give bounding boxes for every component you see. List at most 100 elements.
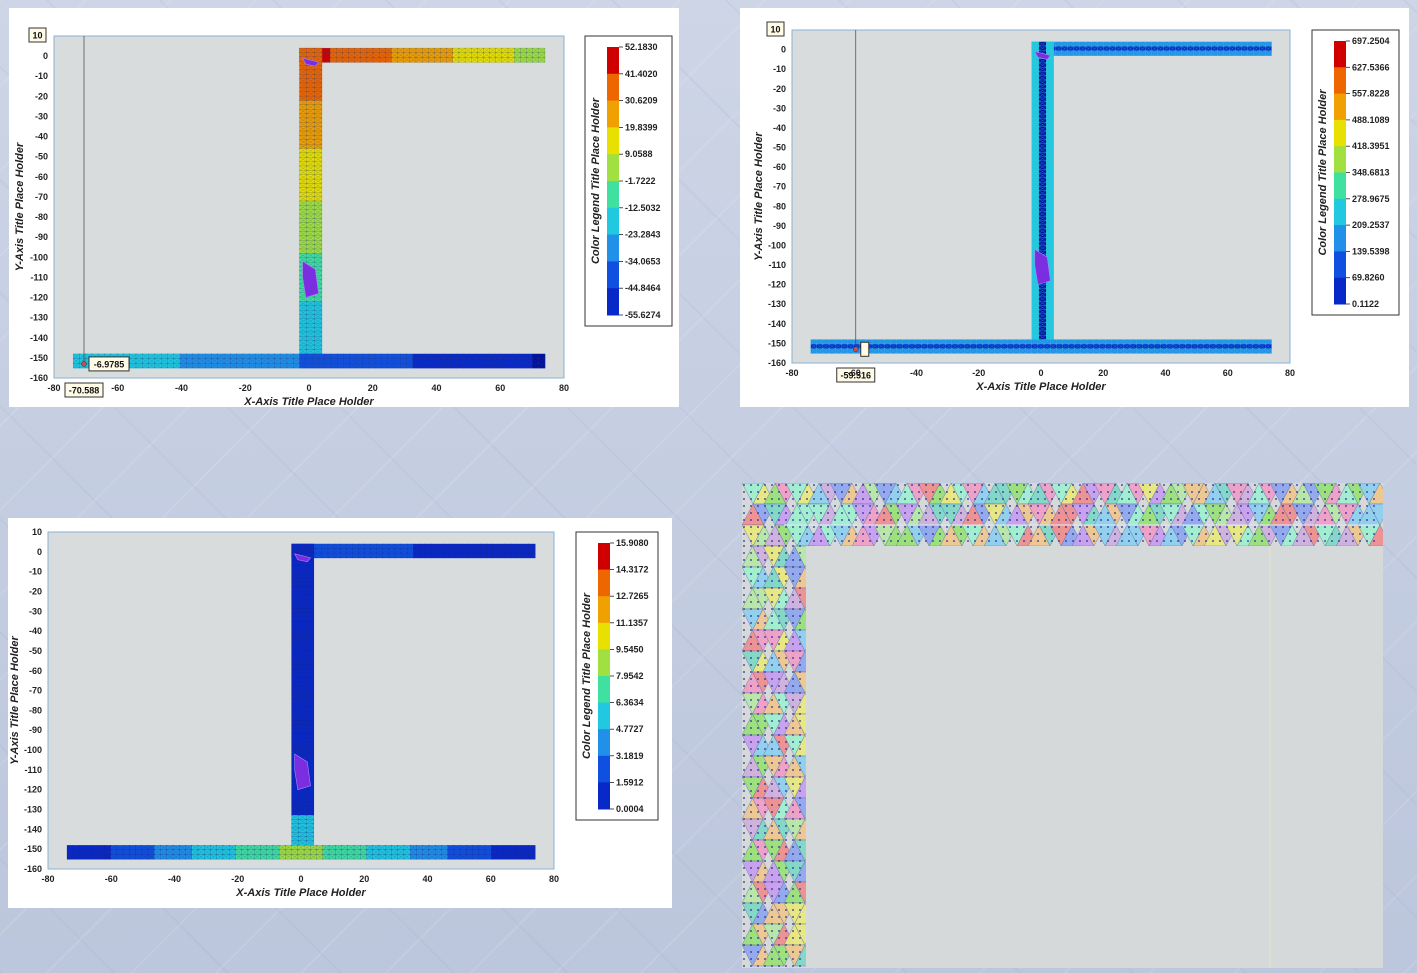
- mesh-line: [314, 139, 322, 145]
- mesh-line: [104, 849, 111, 855]
- mesh-line: [299, 349, 307, 355]
- mesh-line: [358, 548, 365, 554]
- mesh-line: [299, 227, 307, 232]
- mesh-cell: [306, 599, 315, 605]
- color-legend: 52.183041.402030.620919.83999.0588-1.722…: [584, 35, 673, 327]
- mesh-line: [1038, 224, 1047, 230]
- mesh-line: [1046, 245, 1054, 251]
- mesh-line: [526, 57, 533, 63]
- mesh-cell: [322, 854, 330, 860]
- mesh-line: [249, 363, 256, 369]
- mesh-cell: [173, 363, 181, 369]
- legend-swatch: [607, 100, 619, 128]
- mesh-line: [299, 244, 307, 250]
- mesh-line: [403, 47, 410, 53]
- mesh-line: [1056, 348, 1063, 354]
- mesh-edge: [306, 634, 314, 639]
- mesh-line: [1109, 46, 1116, 52]
- mesh-line: [1031, 228, 1040, 234]
- mesh-cell: [291, 621, 300, 627]
- mesh-line: [1038, 318, 1047, 323]
- y-tick-label: 0: [781, 45, 786, 55]
- mesh-line: [314, 78, 322, 84]
- mesh-line: [455, 548, 463, 554]
- mesh-line: [945, 348, 953, 354]
- mesh-line: [291, 591, 299, 596]
- mesh-cell: [406, 363, 414, 369]
- mesh-line: [519, 363, 527, 369]
- mesh-line: [298, 793, 307, 799]
- mesh-cell: [314, 61, 323, 66]
- mesh-line: [298, 543, 307, 549]
- mesh-line: [492, 543, 499, 549]
- mesh-line: [306, 608, 314, 613]
- mesh-cell: [299, 310, 308, 315]
- mesh-line: [298, 642, 307, 648]
- mesh-cell: [306, 69, 315, 75]
- mesh-cell: [356, 363, 363, 369]
- mesh-line: [532, 363, 539, 369]
- mesh-line: [1038, 326, 1047, 332]
- cursor-y-label-box: [766, 21, 785, 37]
- mesh-line: [342, 47, 349, 53]
- mesh-cell: [306, 552, 315, 558]
- cursor-y-label-box: [28, 27, 47, 43]
- y-tick-label: 0: [43, 51, 48, 61]
- mesh-line: [492, 553, 499, 558]
- mesh-edge: [366, 57, 374, 63]
- mesh-cell: [306, 87, 315, 93]
- x-tick-label: 0: [306, 383, 311, 393]
- mesh-edge: [358, 552, 365, 558]
- mesh-line: [970, 348, 977, 354]
- mesh-cell: [306, 218, 315, 224]
- mesh-line: [1031, 75, 1040, 81]
- mesh-line: [1136, 339, 1143, 345]
- mesh-line: [465, 57, 472, 63]
- mesh-cell: [375, 358, 382, 364]
- mesh-cell: [306, 187, 315, 193]
- mesh-cell: [141, 854, 149, 860]
- mesh-line: [1086, 339, 1094, 345]
- mesh-edge: [315, 548, 323, 554]
- mesh-line: [291, 703, 299, 708]
- mesh-line: [340, 553, 347, 558]
- mesh-line: [1025, 343, 1032, 349]
- mesh-line: [1111, 339, 1118, 345]
- mesh-line: [314, 205, 322, 210]
- mesh-line: [299, 327, 307, 333]
- legend-title: Color Legend Title Place Holder: [1317, 89, 1329, 256]
- mesh-edge: [327, 552, 335, 558]
- mesh-line: [1187, 50, 1194, 56]
- mesh-line: [1031, 211, 1040, 217]
- mesh-line: [293, 358, 300, 364]
- mesh-cell: [498, 553, 505, 559]
- mesh-line: [1038, 309, 1047, 315]
- mesh-line: [343, 363, 350, 369]
- mesh-cell: [450, 353, 458, 359]
- mesh-cell: [299, 363, 307, 369]
- mesh-edge: [394, 543, 402, 549]
- mesh-line: [884, 348, 891, 354]
- mesh-line: [1157, 41, 1164, 47]
- mesh-line: [475, 358, 483, 364]
- mesh-line: [1046, 207, 1054, 213]
- mesh-cell: [299, 148, 308, 154]
- mesh-cell: [306, 161, 315, 167]
- mesh-line: [298, 690, 307, 695]
- mesh-line: [927, 348, 934, 354]
- mesh-line: [1117, 343, 1125, 349]
- mesh-line: [327, 548, 335, 554]
- mesh-cell: [299, 240, 308, 246]
- mesh-cell: [314, 209, 323, 215]
- mesh-cell: [210, 849, 218, 855]
- mesh-line: [306, 117, 315, 123]
- mesh-cell: [299, 196, 308, 202]
- mesh-cell: [306, 612, 315, 618]
- cursor-y-label-text: 10: [32, 31, 42, 41]
- mesh-line: [498, 543, 505, 549]
- mesh-edge: [306, 582, 314, 588]
- mesh-line: [1038, 288, 1047, 293]
- mesh-line: [298, 814, 307, 820]
- mesh-edge: [306, 603, 314, 609]
- mesh-line: [1031, 126, 1040, 132]
